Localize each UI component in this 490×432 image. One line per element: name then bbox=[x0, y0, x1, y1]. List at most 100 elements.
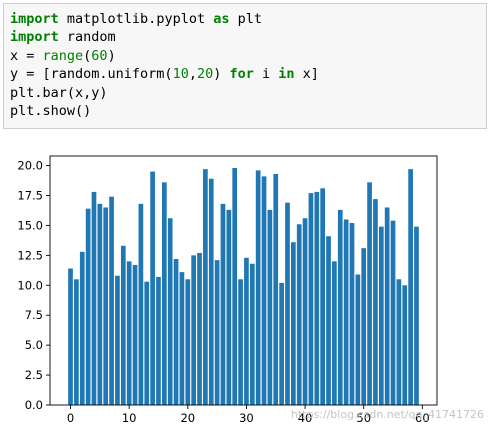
x-tick-label: 0 bbox=[67, 411, 74, 425]
watermark-text: https://blog.csdn.net/qq_41741726 bbox=[291, 408, 484, 421]
bar bbox=[220, 203, 226, 405]
bar bbox=[185, 279, 191, 405]
bar bbox=[408, 169, 413, 405]
x-tick-label: 10 bbox=[122, 411, 137, 425]
y-tick-label: 2.5 bbox=[25, 368, 43, 382]
y-tick-label: 5.0 bbox=[25, 338, 43, 352]
code-token: 60 bbox=[91, 47, 108, 64]
code-line: y = [random.uniform(10,20) for i in x] bbox=[10, 65, 319, 83]
code-line: plt.bar(x,y) bbox=[10, 84, 319, 102]
bar bbox=[402, 285, 408, 405]
bar bbox=[384, 207, 390, 405]
bar bbox=[109, 196, 114, 405]
code-token: ( bbox=[83, 47, 92, 64]
bar bbox=[85, 208, 91, 405]
bar bbox=[203, 169, 208, 405]
bar bbox=[378, 226, 384, 405]
code-token: 10 bbox=[172, 66, 189, 83]
bar bbox=[349, 223, 355, 405]
code-line: import matplotlib.pyplot as plt bbox=[10, 10, 319, 28]
code-cell[interactable]: import matplotlib.pyplot as plt import ra… bbox=[3, 3, 487, 129]
code-editor[interactable]: import matplotlib.pyplot as plt import ra… bbox=[10, 10, 319, 120]
code-token: x] bbox=[294, 66, 319, 83]
bar bbox=[232, 167, 238, 405]
code-token: y = [random.uniform( bbox=[10, 66, 173, 83]
bar bbox=[373, 199, 378, 405]
code-token: for bbox=[229, 66, 254, 83]
code-token: i bbox=[253, 66, 279, 83]
x-tick-label: 50 bbox=[356, 411, 371, 425]
bar bbox=[150, 171, 155, 405]
bar bbox=[296, 224, 302, 405]
bar bbox=[414, 226, 419, 405]
bar bbox=[179, 272, 185, 405]
bar bbox=[337, 209, 343, 405]
code-token: as bbox=[213, 11, 230, 27]
bar bbox=[361, 248, 367, 405]
code-token: range bbox=[42, 47, 84, 64]
code-token: , bbox=[188, 66, 197, 83]
bar bbox=[291, 242, 296, 405]
x-tick-label: 40 bbox=[298, 411, 313, 425]
bar bbox=[302, 218, 308, 405]
bar bbox=[208, 178, 214, 405]
bar bbox=[332, 261, 337, 405]
bar bbox=[120, 245, 126, 405]
bar bbox=[273, 173, 279, 405]
code-token: plt.bar(x,y) bbox=[10, 84, 108, 101]
code-token: 20 bbox=[196, 66, 214, 83]
bar bbox=[138, 203, 144, 405]
bar bbox=[132, 264, 138, 405]
bar bbox=[396, 279, 402, 405]
bar bbox=[173, 258, 179, 405]
bar bbox=[156, 276, 161, 405]
bar bbox=[244, 257, 249, 405]
code-token: ) bbox=[107, 47, 116, 64]
bar bbox=[226, 209, 232, 405]
code-line: plt.show() bbox=[10, 102, 319, 120]
y-tick-label: 10.0 bbox=[17, 278, 43, 292]
bar bbox=[74, 279, 79, 405]
code-line: x = range(60) bbox=[10, 47, 319, 65]
bar bbox=[197, 252, 202, 405]
x-tick-label: 30 bbox=[239, 411, 254, 425]
x-tick-label: 20 bbox=[180, 411, 195, 425]
code-token: plt bbox=[229, 11, 262, 27]
bar bbox=[343, 219, 349, 405]
bar bbox=[308, 193, 314, 405]
x-tick-label: 60 bbox=[415, 411, 430, 425]
bar bbox=[162, 182, 167, 405]
bar bbox=[91, 191, 97, 405]
y-tick-label: 20.0 bbox=[17, 159, 43, 173]
y-tick-label: 0.0 bbox=[25, 398, 43, 412]
bar bbox=[126, 261, 132, 405]
code-token: random bbox=[58, 29, 116, 46]
bar bbox=[103, 207, 109, 405]
bar bbox=[367, 182, 372, 405]
bar bbox=[249, 263, 255, 405]
bar bbox=[238, 279, 243, 405]
bar bbox=[261, 176, 267, 405]
output-area: 0 10 20 30 40 50 60 0.0 2.5 5.0 7.5 10.0 12.5 15.0 17.… bbox=[0, 134, 490, 432]
code-token: x = bbox=[10, 47, 43, 64]
bar bbox=[115, 275, 120, 405]
code-line: import random bbox=[10, 28, 319, 46]
bar bbox=[279, 282, 284, 405]
y-tick-label: 7.5 bbox=[25, 308, 43, 322]
code-token: import bbox=[10, 11, 59, 27]
bar bbox=[97, 203, 103, 405]
bar bbox=[68, 268, 73, 405]
bar bbox=[255, 170, 261, 405]
bar bbox=[214, 260, 220, 405]
plot-frame bbox=[49, 155, 438, 406]
code-token: matplotlib.pyplot bbox=[58, 11, 214, 27]
bar bbox=[390, 220, 396, 405]
bar-chart: 0 10 20 30 40 50 60 0.0 2.5 5.0 7.5 10.0 12.5 15.0 17.… bbox=[17, 155, 484, 425]
bar bbox=[267, 209, 273, 405]
code-token: in bbox=[278, 66, 295, 83]
y-tick-label: 15.0 bbox=[17, 218, 43, 232]
code-token: ) bbox=[213, 66, 230, 83]
bar bbox=[79, 251, 85, 405]
bar bbox=[355, 274, 361, 405]
y-tick-label: 17.5 bbox=[17, 189, 43, 203]
